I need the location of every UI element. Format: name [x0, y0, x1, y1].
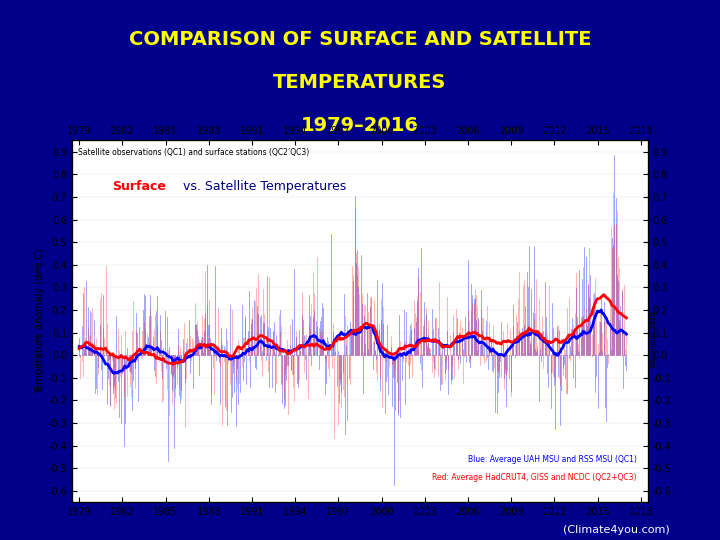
Text: 1979–2016: 1979–2016: [301, 116, 419, 135]
Text: TEMPERATURES: TEMPERATURES: [274, 73, 446, 92]
Text: Surface: Surface: [112, 180, 166, 193]
Text: (Climate4you.com): (Climate4you.com): [563, 524, 670, 535]
Text: Red: Average HadCRUT4, GISS and NCDC (QC2+QC3): Red: Average HadCRUT4, GISS and NCDC (QC…: [432, 473, 636, 482]
Text: Blue: Average UAH MSU and RSS MSU (QC1): Blue: Average UAH MSU and RSS MSU (QC1): [467, 455, 636, 464]
Text: COMPARISON OF SURFACE AND SATELLITE: COMPARISON OF SURFACE AND SATELLITE: [129, 30, 591, 49]
Text: December 2016: December 2016: [651, 312, 657, 367]
Y-axis label: Temperature anomaly (deg.C): Temperature anomaly (deg.C): [35, 248, 45, 394]
Text: vs. Satellite Temperatures: vs. Satellite Temperatures: [179, 180, 346, 193]
Text: Satellite observations (QC1) and surface stations (QC2’QC3): Satellite observations (QC1) and surface…: [78, 147, 309, 157]
